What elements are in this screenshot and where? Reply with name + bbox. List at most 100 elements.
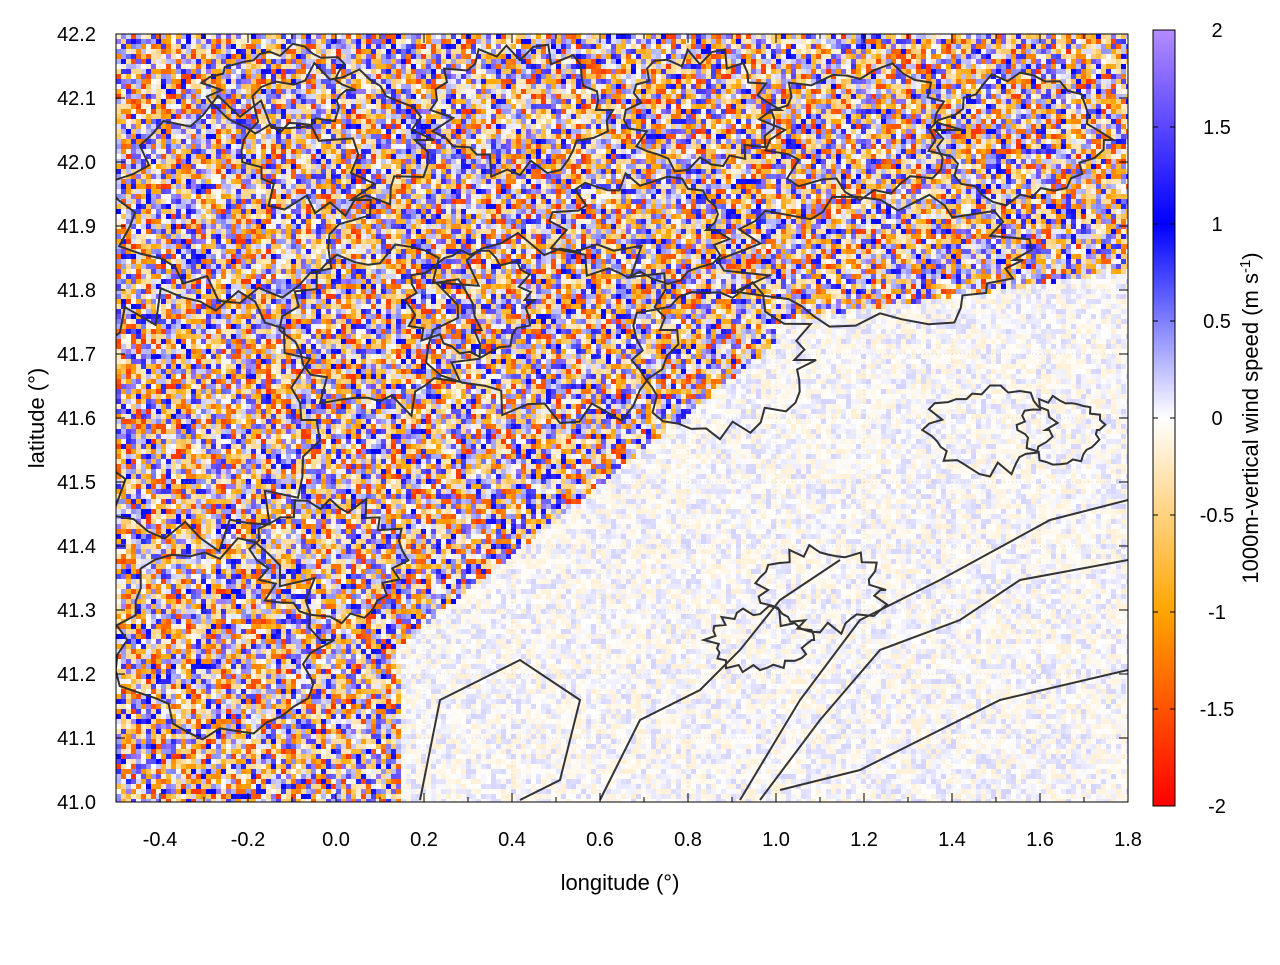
heatmap-cell [996,129,1002,135]
heatmap-cell [691,114,697,120]
heatmap-cell [1041,94,1047,100]
heatmap-cell [386,139,392,145]
heatmap-cell [586,34,592,40]
heatmap-cell [576,54,582,60]
heatmap-cell [751,139,757,145]
heatmap-cell [1006,59,1012,65]
heatmap-cell [731,114,737,120]
heatmap-cell [351,34,357,40]
heatmap-cell [886,109,892,115]
heatmap-cell [386,54,392,60]
heatmap-cell [731,124,737,130]
heatmap-cell [696,49,702,55]
heatmap-cell [686,44,692,50]
heatmap-cell [571,64,577,70]
heatmap-cell [156,149,162,155]
heatmap-cell [116,74,122,80]
heatmap-cell [986,119,992,125]
heatmap-cell [631,129,637,135]
heatmap-cell [311,154,317,160]
heatmap-cell [531,84,537,90]
heatmap-cell [476,69,482,75]
heatmap-cell [126,74,132,80]
heatmap-cell [806,79,812,85]
heatmap-cell [811,134,817,140]
heatmap-cell [951,134,957,140]
heatmap-cell [836,94,842,100]
heatmap-cell [671,49,677,55]
heatmap-cell [1091,119,1097,125]
heatmap-cell [771,84,777,90]
heatmap-cell [731,69,737,75]
heatmap-cell [896,129,902,135]
heatmap-cell [471,64,477,70]
heatmap-cell [471,119,477,125]
heatmap-cell [1006,44,1012,50]
heatmap-cell [126,79,132,85]
heatmap-cell [436,44,442,50]
heatmap-cell [716,109,722,115]
heatmap-cell [666,124,672,130]
heatmap-cell [546,74,552,80]
heatmap-cell [496,134,502,140]
heatmap-cell [491,39,497,45]
heatmap-cell [666,39,672,45]
heatmap-cell [901,69,907,75]
heatmap-cell [961,149,967,155]
heatmap-cell [521,104,527,110]
heatmap-cell [1066,149,1072,155]
heatmap-cell [236,144,242,150]
heatmap-cell [636,69,642,75]
heatmap-cell [391,74,397,80]
heatmap-cell [766,89,772,95]
heatmap-cell [191,119,197,125]
heatmap-cell [601,154,607,160]
heatmap-cell [776,89,782,95]
heatmap-cell [246,34,252,40]
heatmap-cell [826,34,832,40]
heatmap-cell [341,99,347,105]
heatmap-cell [156,144,162,150]
heatmap-cell [576,99,582,105]
heatmap-cell [641,44,647,50]
heatmap-cell [946,149,952,155]
heatmap-cell [306,149,312,155]
heatmap-cell [211,79,217,85]
heatmap-cell [466,69,472,75]
heatmap-cell [1021,49,1027,55]
heatmap-cell [201,134,207,140]
heatmap-cell [351,154,357,160]
heatmap-cell [411,59,417,65]
heatmap-cell [641,139,647,145]
heatmap-cell [1041,104,1047,110]
heatmap-cell [1076,129,1082,135]
heatmap-cell [501,104,507,110]
heatmap-cell [611,44,617,50]
heatmap-cell [1091,39,1097,45]
heatmap-cell [166,44,172,50]
heatmap-cell [116,94,122,100]
heatmap-cell [946,94,952,100]
heatmap-cell [851,144,857,150]
heatmap-cell [266,89,272,95]
heatmap-cell [196,94,202,100]
heatmap-cell [171,39,177,45]
heatmap-cell [211,119,217,125]
heatmap-cell [836,64,842,70]
heatmap-cell [276,84,282,90]
heatmap-cell [831,119,837,125]
heatmap-cell [576,84,582,90]
heatmap-cell [781,99,787,105]
heatmap-cell [1081,129,1087,135]
heatmap-cell [496,44,502,50]
heatmap-cell [1056,139,1062,145]
heatmap-cell [301,64,307,70]
heatmap-cell [816,99,822,105]
heatmap-cell [1101,34,1107,40]
heatmap-cell [901,144,907,150]
heatmap-cell [331,104,337,110]
heatmap-cell [1061,109,1067,115]
heatmap-cell [711,59,717,65]
heatmap-cell [731,104,737,110]
heatmap-cell [586,109,592,115]
